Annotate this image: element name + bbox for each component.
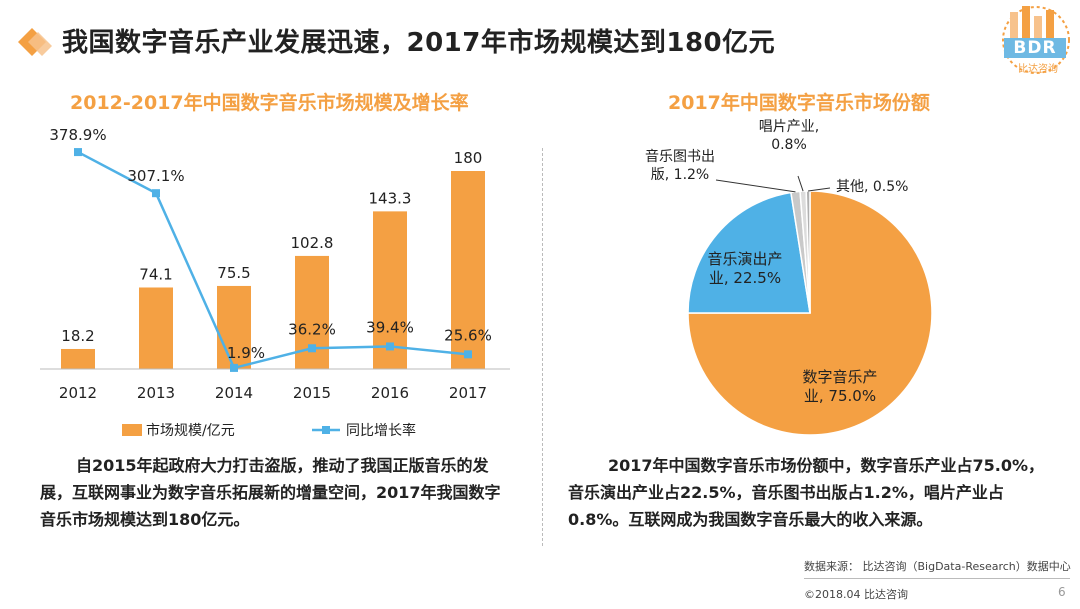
pie-label-1-line-0: 音乐演出产	[707, 250, 782, 268]
bar-2014	[217, 285, 251, 369]
bar-label-2012: 18.2	[61, 327, 94, 345]
growth-label-2014: 1.9%	[227, 344, 265, 362]
legend-line-marker	[322, 426, 330, 434]
growth-point-2015	[308, 344, 316, 353]
x-tick-2012: 2012	[59, 384, 97, 402]
pie-label-2-line-1: 版, 1.2%	[651, 167, 709, 183]
growth-point-2014	[230, 363, 238, 372]
title-diamond-icon	[18, 28, 52, 56]
pie-label-1-line-1: 业, 22.5%	[709, 269, 781, 287]
pie-slice-1	[687, 191, 811, 314]
x-tick-2017: 2017	[449, 384, 487, 402]
growth-point-2016	[386, 342, 394, 351]
growth-line	[77, 150, 469, 370]
growth-label-2016: 39.4%	[366, 318, 414, 336]
pie-label-3-line-0: 唱片产业,	[759, 119, 819, 135]
bar-label-2016: 143.3	[369, 189, 412, 207]
bar-label-2015: 102.8	[291, 234, 334, 252]
pie-label-3-line-1: 0.8%	[771, 137, 807, 153]
page-title: 我国数字音乐产业发展迅速，2017年市场规模达到180亿元	[62, 28, 776, 58]
left-summary-text: 自2015年起政府大力打击盗版，推动了我国正版音乐的发展，互联网事业为数字音乐拓…	[40, 456, 501, 529]
bar-chart-title: 2012-2017年中国数字音乐市场规模及增长率	[70, 92, 469, 114]
bar-label-2017: 180	[454, 149, 483, 167]
legend-bar-swatch	[122, 424, 142, 436]
footer-divider	[804, 578, 1070, 579]
pie-chart: 数字音乐产业, 75.0% 音乐演出产业, 22.5% 音乐图书出版, 1.2% 唱片…	[645, 119, 933, 436]
pie-label-4-line-0: 其他, 0.5%	[836, 179, 908, 195]
bar-label-2014: 75.5	[217, 264, 250, 282]
growth-label-2012: 378.9%	[49, 126, 106, 144]
bar-2012	[61, 348, 95, 369]
pie-leader-4	[808, 187, 831, 192]
pie-leader-3	[797, 175, 804, 192]
page-number: 6	[1058, 585, 1066, 599]
logo-subtext: 比达咨询	[1018, 64, 1058, 75]
pie-leader-2	[715, 179, 796, 193]
pie-label-2-line-0: 音乐图书出	[645, 148, 715, 165]
bar-2017	[451, 171, 485, 369]
bar-label-2013: 74.1	[139, 265, 172, 283]
growth-point-2012	[74, 148, 82, 157]
bdr-logo-icon	[1002, 6, 1070, 74]
pie-label-0-line-1: 业, 75.0%	[804, 387, 876, 405]
growth-label-2015: 36.2%	[288, 320, 336, 338]
growth-label-2013: 307.1%	[127, 167, 184, 185]
pie-label-0-line-0: 数字音乐产	[802, 368, 877, 386]
legend-bar-label: 市场规模/亿元	[146, 422, 235, 439]
x-tick-2015: 2015	[293, 384, 331, 402]
logo-text: BDR	[1004, 38, 1066, 58]
legend-line-label: 同比增长率	[346, 422, 416, 439]
title-bar: 我国数字音乐产业发展迅速，2017年市场规模达到180亿元	[0, 0, 1080, 80]
data-source: 数据来源： 比达咨询（BigData-Research）数据中心	[804, 560, 1071, 573]
x-tick-2013: 2013	[137, 384, 175, 402]
x-tick-2014: 2014	[215, 384, 253, 402]
combo-chart: 2012 2013 2014 2015 2016 2017 18.2 74.1 75.5 102…	[40, 126, 510, 439]
x-tick-2016: 2016	[371, 384, 409, 402]
divider	[542, 148, 543, 546]
copyright: ©2018.04 比达咨询	[804, 588, 908, 601]
bar-2013	[139, 287, 173, 369]
growth-point-2017	[464, 350, 472, 359]
growth-point-2013	[152, 189, 160, 198]
right-summary-text: 2017年中国数字音乐市场份额中，数字音乐产业占75.0%，音乐演出产业占22.…	[568, 456, 1045, 529]
growth-label-2017: 25.6%	[444, 326, 492, 344]
pie-chart-title: 2017年中国数字音乐市场份额	[668, 92, 930, 114]
